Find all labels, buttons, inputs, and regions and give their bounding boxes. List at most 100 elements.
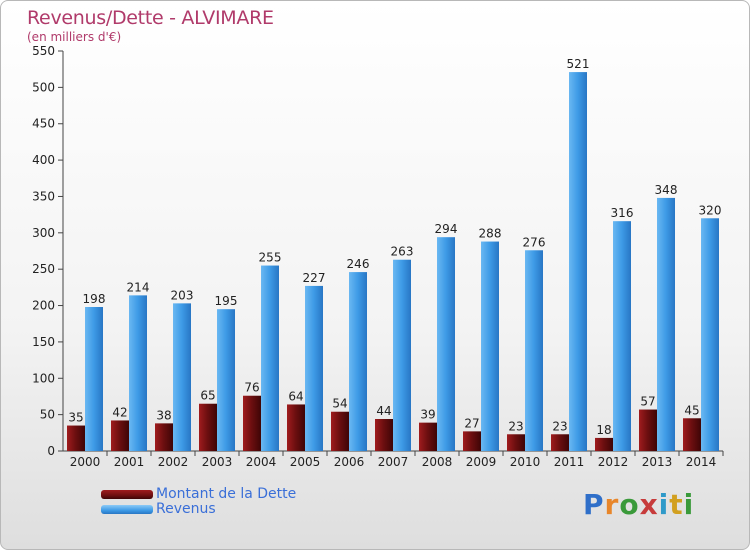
debt-bar xyxy=(463,431,481,451)
debt-bar xyxy=(507,434,525,451)
revenue-value-label: 288 xyxy=(479,227,502,241)
debt-value-label: 35 xyxy=(68,411,83,425)
x-tick-label: 2002 xyxy=(158,455,189,469)
logo-letter: P xyxy=(583,488,605,521)
revenue-bar xyxy=(481,241,499,451)
debt-bar xyxy=(683,418,701,451)
x-tick-label: 2012 xyxy=(598,455,629,469)
logo-letter: i xyxy=(683,488,695,521)
revenue-bar xyxy=(349,272,367,451)
logo-letter: r xyxy=(604,488,620,521)
revenue-value-label: 195 xyxy=(215,294,238,308)
debt-bar xyxy=(155,423,173,451)
debt-bar xyxy=(551,434,569,451)
debt-bar xyxy=(595,437,613,451)
revenue-bar xyxy=(393,259,411,451)
debt-value-label: 18 xyxy=(596,423,611,437)
revenue-value-label: 203 xyxy=(171,288,194,302)
legend-swatch-revenue xyxy=(101,505,153,514)
debt-value-label: 76 xyxy=(244,381,259,395)
proxiti-logo: Proxiti xyxy=(583,488,694,521)
revenue-value-label: 276 xyxy=(523,235,546,249)
x-tick-label: 2004 xyxy=(246,455,277,469)
legend-label-debt: Montant de la Dette xyxy=(156,486,297,502)
debt-value-label: 65 xyxy=(200,389,215,403)
debt-value-label: 39 xyxy=(420,408,435,422)
revenue-value-label: 198 xyxy=(83,292,106,306)
x-tick-label: 2001 xyxy=(114,455,145,469)
debt-bar xyxy=(331,411,349,451)
revenue-bar xyxy=(217,309,235,451)
y-tick-label: 300 xyxy=(32,226,55,240)
x-tick-label: 2000 xyxy=(70,455,101,469)
debt-bar xyxy=(199,403,217,451)
debt-value-label: 44 xyxy=(376,404,391,418)
debt-bar xyxy=(287,404,305,451)
logo-letter: i xyxy=(658,488,670,521)
legend-swatch-debt xyxy=(101,490,153,499)
revenue-bar xyxy=(261,265,279,451)
x-tick-label: 2007 xyxy=(378,455,409,469)
y-tick-label: 500 xyxy=(32,80,55,94)
revenue-value-label: 227 xyxy=(303,271,326,285)
debt-bar xyxy=(639,409,657,451)
logo-text: Proxiti xyxy=(583,488,694,521)
revenue-bar xyxy=(569,72,587,451)
x-tick-label: 2013 xyxy=(642,455,673,469)
y-tick-label: 100 xyxy=(32,371,55,385)
logo-letter: x xyxy=(639,488,659,521)
debt-value-label: 42 xyxy=(112,405,127,419)
y-tick-label: 250 xyxy=(32,262,55,276)
revenue-bar xyxy=(701,218,719,451)
revenue-bar xyxy=(305,285,323,451)
chart-subtitle: (en milliers d'€) xyxy=(27,30,122,44)
x-tick-label: 2009 xyxy=(466,455,497,469)
revenue-value-label: 521 xyxy=(567,57,590,71)
revenue-bar xyxy=(437,237,455,451)
debt-value-label: 45 xyxy=(684,403,699,417)
debt-value-label: 57 xyxy=(640,395,655,409)
debt-value-label: 64 xyxy=(288,389,303,403)
legend-label-revenue: Revenus xyxy=(156,501,216,517)
debt-bar xyxy=(243,395,261,451)
debt-value-label: 38 xyxy=(156,408,171,422)
revenue-value-label: 320 xyxy=(699,203,722,217)
y-tick-label: 150 xyxy=(32,335,55,349)
y-tick-label: 450 xyxy=(32,117,55,131)
chart-title: Revenus/Dette - ALVIMARE xyxy=(27,7,274,29)
x-tick-label: 2008 xyxy=(422,455,453,469)
x-tick-label: 2010 xyxy=(510,455,541,469)
revenue-value-label: 255 xyxy=(259,251,282,265)
revenue-value-label: 316 xyxy=(611,206,634,220)
y-tick-label: 200 xyxy=(32,299,55,313)
revenue-value-label: 294 xyxy=(435,222,458,236)
revenue-bar xyxy=(129,295,147,451)
x-tick-label: 2003 xyxy=(202,455,233,469)
debt-value-label: 23 xyxy=(508,419,523,433)
debt-bar xyxy=(67,425,85,451)
logo-letter: o xyxy=(619,488,640,521)
debt-bar xyxy=(419,422,437,451)
x-tick-label: 2006 xyxy=(334,455,365,469)
y-tick-label: 550 xyxy=(32,44,55,58)
debt-bar xyxy=(375,419,393,451)
x-tick-label: 2005 xyxy=(290,455,321,469)
y-tick-label: 350 xyxy=(32,189,55,203)
y-tick-label: 0 xyxy=(47,444,55,458)
y-tick-label: 400 xyxy=(32,153,55,167)
x-tick-label: 2014 xyxy=(686,455,717,469)
revenue-bar xyxy=(525,250,543,451)
debt-bar xyxy=(111,420,129,451)
revenue-value-label: 263 xyxy=(391,245,414,259)
revenue-value-label: 348 xyxy=(655,183,678,197)
debt-value-label: 23 xyxy=(552,419,567,433)
revenue-bar xyxy=(613,221,631,451)
debt-value-label: 54 xyxy=(332,397,347,411)
y-tick-label: 50 xyxy=(40,408,55,422)
revenue-bar xyxy=(85,307,103,451)
revenue-bar xyxy=(173,303,191,451)
revenue-bar xyxy=(657,197,675,451)
x-tick-label: 2011 xyxy=(554,455,585,469)
